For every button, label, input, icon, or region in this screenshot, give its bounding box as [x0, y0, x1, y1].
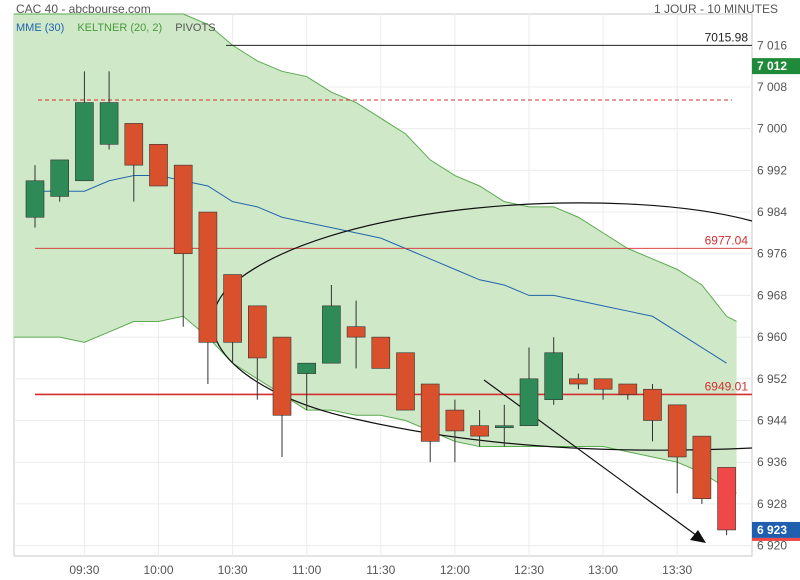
x-tick-label: 11:00 — [292, 563, 321, 577]
x-tick-label: 11:30 — [366, 563, 395, 577]
price-badge — [752, 521, 800, 538]
y-tick-label: 6 992 — [757, 163, 787, 177]
candle-body — [618, 383, 638, 395]
candle-body — [223, 274, 242, 343]
candle-body — [198, 211, 218, 343]
pivot-label: 6977.04 — [705, 233, 749, 247]
candle-body — [396, 352, 415, 411]
pivot-label: 7015.98 — [705, 30, 749, 44]
candle-body — [371, 336, 391, 369]
candle-body — [519, 378, 539, 427]
candle-body — [470, 425, 489, 437]
keltner-lower-line — [14, 315, 737, 494]
candle-body — [25, 180, 45, 218]
y-tick-label: 7 016 — [757, 38, 787, 52]
y-tick-label: 6 952 — [757, 372, 787, 386]
legend-pivots[interactable]: PIVOTS — [175, 22, 216, 34]
candle-body — [124, 123, 144, 166]
x-tick-label: 13:00 — [588, 563, 618, 577]
candle-body — [667, 404, 687, 458]
candle-body — [322, 305, 341, 364]
candle-body — [75, 102, 94, 182]
x-tick-label: 09:30 — [69, 563, 99, 577]
candle-body — [544, 352, 564, 400]
y-tick-label: 7 008 — [757, 80, 787, 94]
y-tick-label: 6 928 — [757, 497, 787, 511]
candle-body — [420, 383, 440, 442]
candle-body — [643, 388, 662, 421]
candle-body — [173, 164, 193, 255]
candle-body — [494, 425, 514, 429]
candle-body — [248, 305, 267, 359]
candle-body — [272, 336, 292, 416]
drawn-arrow-head — [690, 530, 706, 543]
candle-body — [99, 102, 119, 145]
y-tick-label: 6 968 — [757, 288, 787, 302]
candle-body — [717, 467, 736, 531]
y-tick-label: 6 936 — [757, 455, 787, 469]
y-tick-label: 6 960 — [757, 330, 787, 344]
legend-mme[interactable]: MME (30) — [16, 22, 65, 34]
price-badge-label: 7 012 — [757, 59, 787, 73]
x-tick-label: 10:00 — [143, 563, 173, 577]
legend: MME (30) KELTNER (20, 2) PIVOTS — [16, 22, 226, 34]
x-tick-label: 12:00 — [440, 563, 470, 577]
drawn-ellipse — [212, 202, 753, 451]
candle-body — [445, 409, 465, 432]
candle-body — [569, 378, 588, 385]
last-price-marker — [752, 537, 800, 541]
candle-body — [50, 159, 70, 197]
x-tick-label: 13:30 — [662, 563, 692, 577]
candle-body — [692, 435, 712, 499]
candle-body — [346, 326, 366, 338]
y-tick-label: 6 976 — [757, 247, 787, 261]
candle-body — [593, 378, 613, 390]
y-tick-label: 6 984 — [757, 205, 787, 219]
legend-keltner[interactable]: KELTNER (20, 2) — [77, 22, 163, 34]
y-tick-label: 7 000 — [757, 122, 787, 136]
y-tick-label: 6 920 — [757, 539, 787, 553]
candle-body — [297, 362, 317, 374]
x-tick-label: 10:30 — [218, 563, 248, 577]
price-badge — [752, 58, 800, 75]
x-tick-label: 12:30 — [514, 563, 544, 577]
candle-body — [149, 143, 168, 187]
chart-period: 1 JOUR - 10 MINUTES — [653, 2, 778, 16]
y-tick-label: 6 944 — [757, 414, 787, 428]
chart-title: CAC 40 - abcbourse.com — [16, 2, 151, 16]
pivot-label: 6949.01 — [705, 379, 749, 393]
price-badge-label: 6 923 — [757, 523, 787, 537]
